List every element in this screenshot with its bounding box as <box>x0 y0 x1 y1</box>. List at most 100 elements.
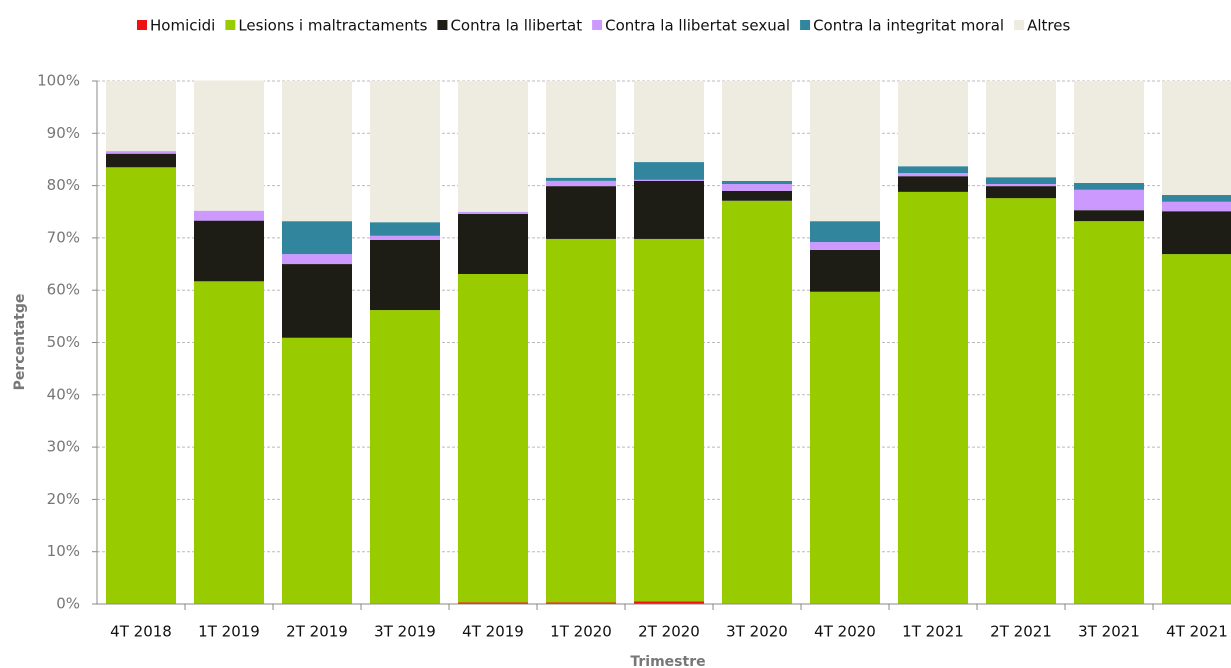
legend-swatch <box>225 20 236 30</box>
bar-segment <box>634 601 704 604</box>
bar-segment <box>810 81 880 222</box>
bar-segment <box>370 235 440 240</box>
y-tick-label: 90% <box>47 124 80 142</box>
y-tick-label: 30% <box>47 438 80 456</box>
bar-segment <box>458 211 528 214</box>
x-tick-label: 4T 2021 <box>1166 623 1228 641</box>
bar-segment <box>722 180 792 185</box>
bar-segment <box>1162 211 1231 255</box>
x-tick-label: 1T 2021 <box>902 623 964 641</box>
bar-segment <box>546 177 616 181</box>
legend-swatch <box>800 20 811 30</box>
bar-segment <box>722 200 792 604</box>
bar-segment <box>546 180 616 187</box>
legend-label: Homicidi <box>150 17 215 35</box>
legend-swatch <box>1014 20 1025 30</box>
bar-segment <box>986 81 1056 178</box>
bar-segment <box>458 602 528 604</box>
bar-segment <box>1162 81 1231 196</box>
bar-segment <box>194 220 264 282</box>
y-tick-label: 20% <box>47 490 80 508</box>
y-tick-label: 50% <box>47 333 80 351</box>
bar-segment <box>106 167 176 605</box>
bar-segment <box>1074 81 1144 183</box>
x-tick-label: 4T 2019 <box>462 623 524 641</box>
legend-label: Altres <box>1027 17 1070 35</box>
bar-segment <box>898 81 968 167</box>
bar-segment <box>1162 254 1231 604</box>
bar-segment <box>810 291 880 604</box>
legend-label: Contra la llibertat <box>450 17 582 35</box>
legend-swatch <box>137 20 147 30</box>
legend-label: Contra la integritat moral <box>813 17 1004 35</box>
x-tick-label: 3T 2020 <box>726 623 788 641</box>
bar-segment <box>898 176 968 192</box>
y-tick-label: 0% <box>56 595 80 613</box>
bar-segment <box>282 337 352 604</box>
bar-segment <box>106 153 176 168</box>
bar-segment <box>282 264 352 338</box>
x-tick-label: 1T 2019 <box>198 623 260 641</box>
bar-segment <box>458 273 528 603</box>
x-tick-label: 4T 2018 <box>110 623 172 641</box>
bar-segment <box>634 162 704 180</box>
x-tick-label: 3T 2021 <box>1078 623 1140 641</box>
bar-segment <box>898 191 968 604</box>
bar-segment <box>722 184 792 191</box>
legend-swatch <box>592 20 603 30</box>
bar-segment <box>194 80 264 211</box>
bar-segment <box>986 177 1056 185</box>
bar-segment <box>194 210 264 221</box>
legend-label: Contra la llibertat sexual <box>605 17 790 35</box>
bar-segment <box>106 151 176 154</box>
bar-segment <box>722 190 792 201</box>
bar-segment <box>810 242 880 250</box>
bar-segment <box>282 221 352 255</box>
bar-segment <box>898 166 968 174</box>
x-tick-label: 3T 2019 <box>374 623 436 641</box>
bar-segment <box>986 198 1056 605</box>
bar-segment <box>634 180 704 239</box>
legend-swatch <box>437 20 448 30</box>
bar-segment <box>458 213 528 274</box>
y-tick-label: 100% <box>37 72 80 90</box>
bar-segment <box>370 239 440 311</box>
bar-segment <box>986 186 1056 199</box>
x-tick-label: 1T 2020 <box>550 623 612 641</box>
bar-segment <box>634 179 704 181</box>
bar-segment <box>1162 195 1231 202</box>
bar-segment <box>810 249 880 292</box>
bar-segment <box>1162 201 1231 212</box>
bar-segment <box>810 221 880 243</box>
bar-segment <box>282 81 352 222</box>
legend-label: Lesions i maltractaments <box>238 17 427 35</box>
x-tick-label: 2T 2021 <box>990 623 1052 641</box>
bar-segment <box>106 81 176 152</box>
bar-segment <box>722 81 792 181</box>
bar-segment <box>546 238 616 603</box>
bar-segment <box>898 173 968 177</box>
bar-segment <box>1074 210 1144 222</box>
bar-segment <box>634 81 704 163</box>
bar-segment <box>194 281 264 604</box>
y-tick-label: 60% <box>47 281 80 299</box>
bar-segment <box>546 602 616 604</box>
bar-segment <box>634 238 704 602</box>
bar-segment <box>546 81 616 178</box>
bar-segment <box>546 186 616 239</box>
bar-segment <box>1074 189 1144 211</box>
x-tick-label: 2T 2019 <box>286 623 348 641</box>
y-tick-label: 70% <box>47 228 80 246</box>
bar-segment <box>458 81 528 212</box>
x-tick-label: 4T 2020 <box>814 623 876 641</box>
x-tick-label: 2T 2020 <box>638 623 700 641</box>
y-tick-label: 80% <box>47 176 80 194</box>
bar-segment <box>1074 182 1144 190</box>
bar-segment <box>370 222 440 236</box>
y-axis-title: Percentatge <box>12 294 28 391</box>
bar-segment <box>370 310 440 604</box>
bar-segment <box>986 184 1056 187</box>
bar-segment <box>370 81 440 223</box>
y-tick-label: 10% <box>47 542 80 560</box>
